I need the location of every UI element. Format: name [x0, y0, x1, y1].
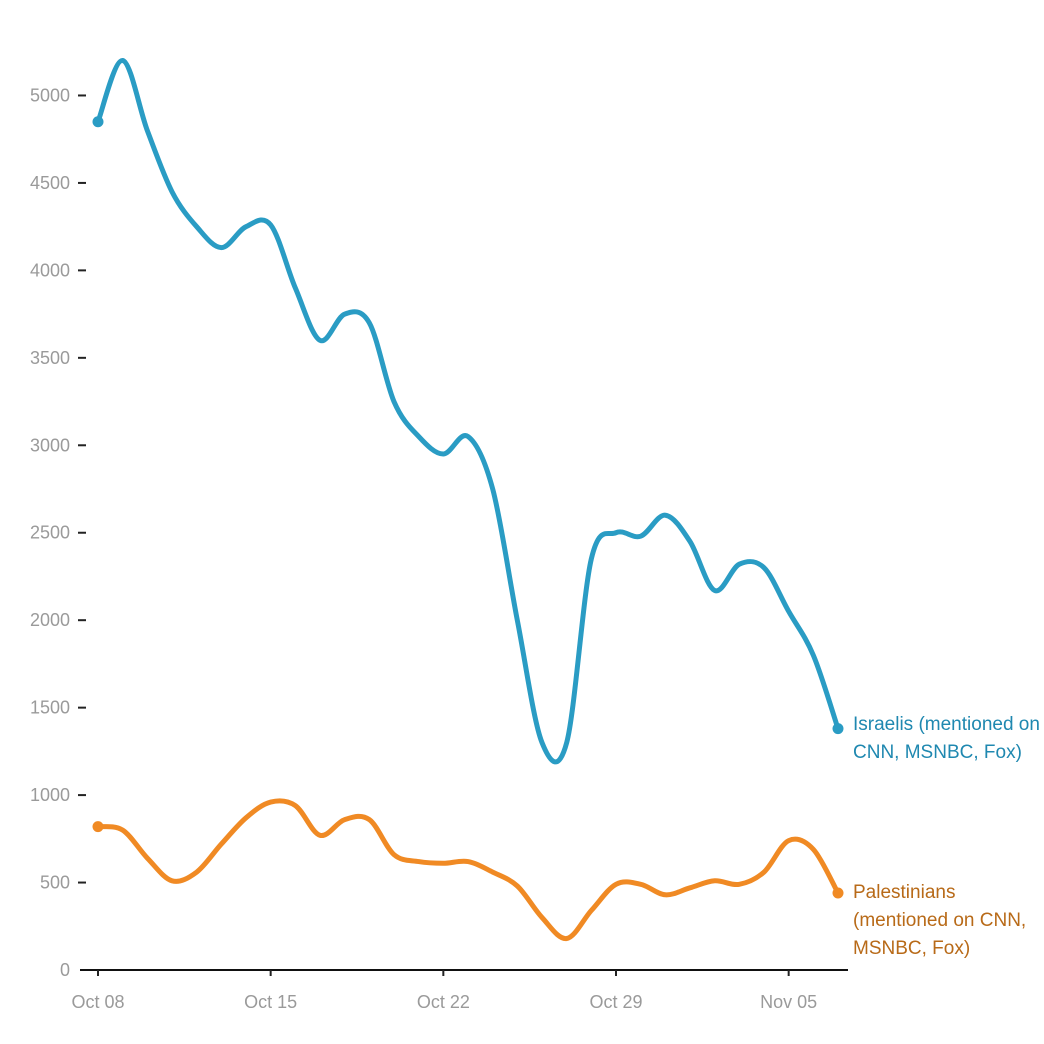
- y-tick-label: 0: [60, 960, 70, 980]
- series-end-point: [832, 723, 844, 735]
- x-axis: Oct 08 Oct 15 Oct 22 Oct 29 Nov 05: [71, 969, 848, 1012]
- series-end-label-line: CNN, MSNBC, Fox): [853, 742, 1022, 763]
- series-end-label: Israelis (mentioned on CNN, MSNBC, Fox): [853, 714, 1040, 763]
- y-tick-label: 1000: [30, 785, 70, 805]
- x-tick-label: Oct 22: [417, 992, 470, 1012]
- series-palestinians: [92, 798, 844, 941]
- series-labels: Israelis (mentioned on CNN, MSNBC, Fox) Pa…: [853, 714, 1040, 959]
- series-end-label-line: Israelis (mentioned on: [853, 714, 1040, 735]
- y-axis: 0 500 1000 1500 2000 2500 3000 3500 4000 4500 5000: [30, 85, 86, 980]
- y-tick-label: 2500: [30, 523, 70, 543]
- y-tick-label: 500: [40, 873, 70, 893]
- series-end-label-line: Palestinians: [853, 882, 955, 903]
- series-end-point: [832, 887, 844, 899]
- y-tick-label: 5000: [30, 85, 70, 105]
- y-tick-label: 4500: [30, 173, 70, 193]
- y-tick-label: 3500: [30, 348, 70, 368]
- x-tick-label: Nov 05: [760, 992, 817, 1012]
- series-israelis: [92, 58, 844, 765]
- series-line: [95, 798, 841, 941]
- y-tick-label: 4000: [30, 260, 70, 280]
- y-tick-label: 3000: [30, 435, 70, 455]
- series-end-label: Palestinians (mentioned on CNN, MSNBC, Fox…: [853, 882, 1026, 959]
- series-end-label-line: MSNBC, Fox): [853, 938, 970, 959]
- series-start-point: [92, 821, 104, 833]
- x-tick-label: Oct 15: [244, 992, 297, 1012]
- series-end-label-line: (mentioned on CNN,: [853, 910, 1026, 931]
- x-tick-label: Oct 08: [71, 992, 124, 1012]
- series-start-point: [92, 116, 104, 128]
- y-tick-label: 2000: [30, 610, 70, 630]
- y-tick-label: 1500: [30, 698, 70, 718]
- series-layer: [92, 58, 844, 941]
- series-line: [95, 58, 841, 765]
- x-tick-label: Oct 29: [589, 992, 642, 1012]
